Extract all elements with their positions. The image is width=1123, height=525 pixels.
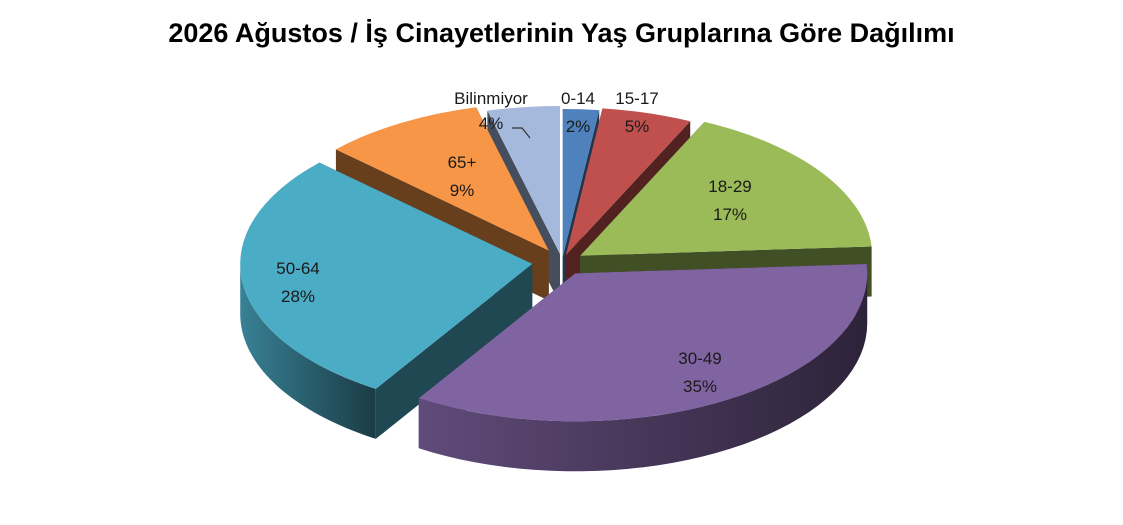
slice-label-18-29: 18-29 — [708, 177, 751, 196]
slice-outer-wall — [418, 273, 868, 472]
slice-top — [335, 107, 549, 251]
slice-top — [580, 121, 872, 256]
slice-label-50-64: 50-64 — [276, 259, 319, 278]
slice-30-49 — [418, 264, 868, 472]
slice-top — [240, 162, 533, 389]
slice-outer-wall — [240, 263, 376, 439]
slice-value-0-14: 2% — [566, 117, 591, 136]
slice-label-15-17: 15-17 — [615, 89, 658, 108]
chart-title: 2026 Ağustos / İş Cinayetlerinin Yaş Gru… — [168, 18, 955, 48]
slice-value-50-64: 28% — [281, 287, 315, 306]
slice-value-bilinmiyor: 4% — [479, 114, 504, 133]
slice-side-start — [375, 263, 533, 439]
slice-top — [487, 105, 560, 254]
slice-value-15-17: 5% — [625, 117, 650, 136]
slice-top — [562, 108, 600, 257]
slice-value-65-: 9% — [450, 181, 475, 200]
leader-line — [512, 127, 531, 139]
slice-top — [565, 108, 691, 256]
slice-label-bilinmiyor: Bilinmiyor — [454, 89, 528, 108]
slice-top — [418, 264, 868, 422]
slice-label-65-: 65+ — [448, 153, 477, 172]
slice-value-30-49: 35% — [683, 377, 717, 396]
slice-label-0-14: 0-14 — [561, 89, 595, 108]
slice-value-18-29: 17% — [713, 205, 747, 224]
slice-50-64 — [240, 162, 533, 439]
slice-label-30-49: 30-49 — [678, 349, 721, 368]
